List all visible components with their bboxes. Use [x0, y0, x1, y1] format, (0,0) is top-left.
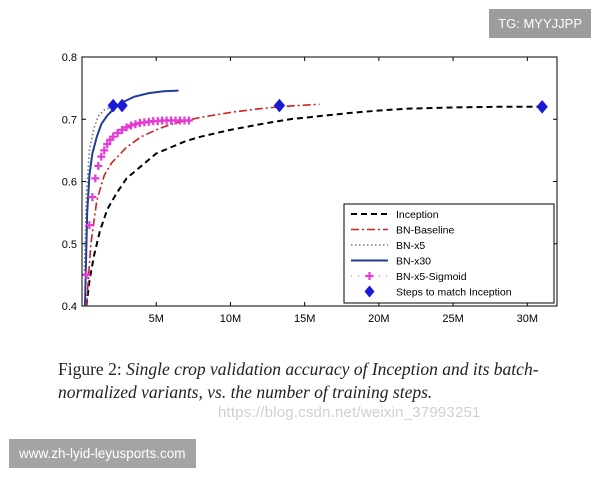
x-tick-label: 5M — [149, 313, 164, 325]
legend-label: Inception — [396, 209, 439, 221]
series-bn-baseline — [85, 103, 320, 306]
data-point — [97, 152, 106, 161]
y-tick-label: 0.4 — [62, 301, 77, 313]
data-point — [109, 132, 118, 141]
caption-lead: Figure 2: — [58, 359, 122, 379]
data-point — [273, 98, 286, 113]
x-tick-label: 10M — [220, 313, 241, 325]
data-point — [116, 98, 128, 113]
x-tick-label: 15M — [294, 313, 315, 325]
series-bn-x5-sigmoid — [82, 116, 193, 279]
data-point — [184, 116, 193, 125]
data-point — [82, 270, 91, 279]
legend-label: BN-x5-Sigmoid — [396, 271, 467, 283]
figure-caption: Figure 2: Single crop validation accurac… — [58, 358, 563, 404]
y-tick-label: 0.8 — [62, 52, 77, 64]
series-line — [85, 105, 543, 306]
accuracy-chart: 5M 10M 15M 20M 25M 30M 0.4 0.5 0.6 0.7 0.8 Incepti… — [62, 52, 558, 325]
legend-label: BN-Baseline — [396, 225, 455, 237]
data-point — [113, 128, 122, 137]
y-tick-label: 0.6 — [62, 177, 77, 189]
legend-marker — [364, 285, 375, 298]
data-point — [103, 140, 112, 149]
legend-entry: BN-x5 — [351, 240, 425, 252]
x-tick-label: 30M — [517, 313, 538, 325]
chart-axes: 5M 10M 15M 20M 25M 30M 0.4 0.5 0.6 0.7 0.8 — [62, 52, 558, 325]
data-point — [126, 121, 135, 130]
data-point — [88, 193, 97, 202]
data-point — [131, 120, 140, 129]
data-point — [85, 221, 94, 230]
legend-entry: Inception — [351, 209, 439, 221]
series-bn-x30 — [83, 89, 179, 306]
tag-top-right: TG: MYYJJPP — [489, 9, 591, 38]
y-tick-label: 0.7 — [62, 114, 77, 126]
series-steps-to-match-inception — [107, 98, 548, 114]
chart-legend: Inception BN-Baseline BN-x5 BN-x30 BN-x5-Sig… — [343, 203, 555, 304]
caption-body: Single crop validation accuracy of Incep… — [58, 359, 539, 402]
legend-marker — [365, 272, 374, 280]
data-point — [94, 161, 103, 170]
series-bn-x5 — [83, 106, 112, 275]
tag-bottom-left: www.zh-lyid-leyusports.com — [9, 439, 196, 468]
series-line — [83, 89, 179, 306]
legend-entry: BN-x5-Sigmoid — [351, 271, 467, 283]
y-tick-label: 0.5 — [62, 239, 77, 251]
x-tick-label: 20M — [368, 313, 389, 325]
legend-box — [343, 203, 555, 304]
data-point — [536, 100, 548, 114]
legend-entry: BN-x30 — [351, 256, 431, 268]
legend-label: BN-x5 — [396, 240, 425, 252]
legend-label: Steps to match Inception — [396, 287, 512, 299]
data-point — [91, 174, 100, 183]
x-tick-label: 25M — [442, 313, 463, 325]
series-line — [83, 106, 112, 275]
watermark-text: https://blog.csdn.net/weixin_37993251 — [218, 404, 481, 421]
legend-entry: Steps to match Inception — [364, 285, 512, 299]
series-line — [85, 103, 320, 306]
data-point — [122, 123, 131, 132]
data-point — [118, 125, 127, 134]
data-point — [107, 98, 119, 113]
legend-entry: BN-Baseline — [351, 225, 455, 237]
chart-series — [82, 89, 548, 306]
legend-label: BN-x30 — [396, 256, 431, 268]
series-inception — [85, 105, 543, 306]
data-point — [100, 146, 109, 155]
